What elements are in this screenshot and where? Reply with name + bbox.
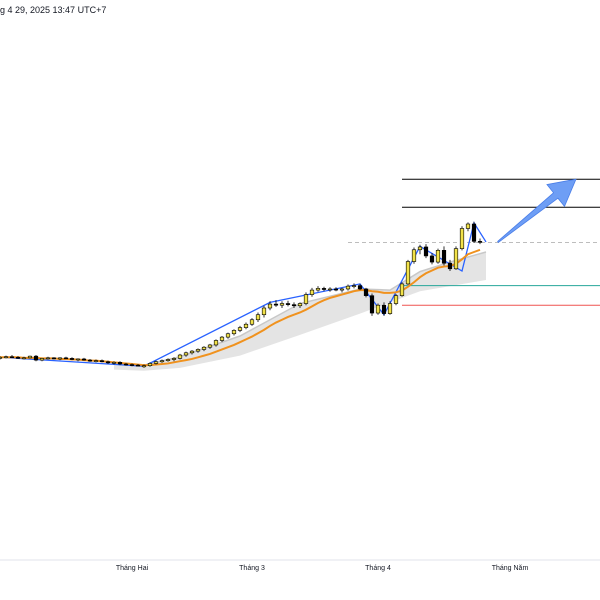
candle-body <box>273 303 279 306</box>
candle-body <box>243 323 249 328</box>
x-tick-label: Tháng 4 <box>365 565 391 572</box>
candle-body <box>303 294 309 304</box>
candle-body <box>111 362 117 364</box>
candle-body <box>435 250 441 263</box>
candle-body <box>237 327 243 331</box>
arrow-layer[interactable] <box>497 178 577 243</box>
candle-body <box>309 289 315 295</box>
x-tick-label: Tháng Hai <box>116 565 149 572</box>
candle-body <box>195 349 201 352</box>
candle-body <box>261 307 267 316</box>
candle-body <box>249 319 255 325</box>
candle-body <box>285 303 291 305</box>
candle-body <box>0 356 3 359</box>
candle-body <box>399 283 405 296</box>
candle-body <box>231 330 237 335</box>
candle-body <box>447 262 453 270</box>
candle-body <box>387 303 393 314</box>
candle-body <box>117 362 123 365</box>
candle-body <box>129 364 135 366</box>
x-tick-label: Tháng Năm <box>492 565 529 572</box>
chart-timestamp: g 4 29, 2025 13:47 UTC+7 <box>0 5 107 15</box>
candle-body <box>321 288 327 290</box>
candle-body <box>87 359 93 362</box>
candle-body <box>369 295 375 314</box>
candle-body <box>93 360 99 362</box>
candle-body <box>9 356 15 359</box>
candle-body <box>153 361 159 364</box>
candle-body <box>357 285 363 290</box>
candle-body <box>363 288 369 296</box>
candle-body <box>201 346 207 350</box>
candle-body <box>429 255 435 263</box>
candle-body <box>57 357 63 360</box>
candle-body <box>63 357 69 360</box>
candle-body <box>123 363 129 366</box>
candle-body <box>207 344 213 348</box>
candle-body <box>411 249 417 262</box>
ma-band-fill <box>114 252 486 371</box>
candle-body <box>21 357 27 360</box>
candle-body <box>39 358 45 361</box>
candle-body <box>81 358 87 361</box>
candle-body <box>45 357 51 360</box>
candle-body <box>99 360 105 363</box>
candle-body <box>33 355 39 361</box>
candle-body <box>165 359 171 361</box>
candle-body <box>477 241 483 243</box>
candle-body <box>297 303 303 307</box>
candle-body <box>333 288 339 291</box>
candle-body <box>135 364 141 367</box>
candle-body <box>141 365 147 368</box>
candle-body <box>375 304 381 314</box>
candle-body <box>405 261 411 285</box>
candle-body <box>69 358 75 360</box>
forecast-arrow[interactable] <box>497 178 577 243</box>
candle-body <box>279 303 285 306</box>
candle-body <box>381 304 387 314</box>
candle-body <box>441 250 447 264</box>
candle-body <box>183 352 189 356</box>
candle-body <box>327 288 333 291</box>
candle-body <box>267 303 273 309</box>
candle-body <box>177 354 183 359</box>
candle-body <box>3 356 9 359</box>
candle-body <box>465 223 471 229</box>
candle-body <box>459 228 465 249</box>
candle-body <box>345 285 351 290</box>
candle-body <box>471 223 477 242</box>
candle-body <box>105 361 111 364</box>
candle-body <box>219 336 225 341</box>
candle-body <box>51 357 57 360</box>
candle-body <box>351 285 357 287</box>
candle-body <box>315 288 321 291</box>
candle-body <box>393 295 399 304</box>
candle-body <box>291 304 297 307</box>
candle-body <box>147 363 153 366</box>
candle-body <box>171 358 177 360</box>
candle-body <box>15 356 21 359</box>
candle-body <box>255 314 261 321</box>
candle-body <box>339 288 345 291</box>
time-axis: Tháng Hai Tháng 3 Tháng 4 Tháng Năm <box>116 565 529 572</box>
candle-body <box>75 358 81 361</box>
candle-body <box>189 350 195 354</box>
x-tick-label: Tháng 3 <box>239 565 265 572</box>
candle-body <box>453 248 459 270</box>
candles-layer <box>0 221 483 368</box>
candle-body <box>159 360 165 363</box>
candle-body <box>27 355 33 359</box>
candle-body <box>417 246 423 251</box>
candle-body <box>423 246 429 257</box>
candle-body <box>225 333 231 338</box>
candle-body <box>213 340 219 346</box>
